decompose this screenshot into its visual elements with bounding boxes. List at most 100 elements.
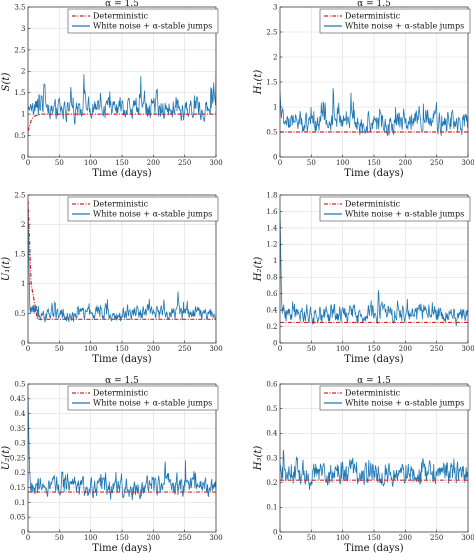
x-tick-label: 250 [178,345,191,353]
x-tick-label: 150 [115,159,128,167]
series-white-noise-jumps [280,88,468,136]
x-tick-label: 50 [55,345,64,353]
legend-box [319,385,471,411]
legend-label-stochastic: White noise + α-stable jumps [93,399,212,408]
y-tick-label: 1.2 [266,241,277,249]
legend-label-stochastic: White noise + α-stable jumps [345,399,464,408]
legend-label-deterministic: Deterministic [93,200,149,209]
x-tick-label: 200 [147,159,160,167]
y-tick-label: 0.45 [10,395,26,403]
y-tick-label: 1 [21,111,25,119]
y-tick-label: 0.2 [14,469,25,477]
x-tick-label: 250 [178,159,191,167]
x-tick-label: 200 [147,534,160,542]
chart-title: α = 1.5 [357,0,391,9]
x-tick-label: 100 [336,534,349,542]
y-tick-label: 0 [21,153,25,161]
x-tick-label: 100 [84,534,97,542]
y-tick-label: 3 [273,3,277,11]
x-tick-label: 0 [26,159,30,167]
y-tick-label: 0 [273,339,277,347]
subplot-1: 0 50 100 150 200 250 300 0 0.5 1 1.5 2 2.5 3 3.5 Time (… [1,0,223,179]
legend-label-deterministic: Deterministic [345,389,401,398]
legend-box [319,196,471,222]
x-tick-label: 200 [399,534,412,542]
x-tick-label: 300 [461,534,474,542]
y-tick-label: 0.4 [266,430,278,438]
y-tick-label: 0.35 [10,425,26,433]
y-tick-label: 3.5 [14,3,25,11]
x-tick-label: 300 [209,345,222,353]
chart-title: α = 1.5 [357,376,391,386]
y-tick-label: 0.1 [266,504,277,512]
y-tick-label: 0.8 [266,274,277,282]
x-tick-label: 50 [307,534,316,542]
y-tick-label: 1 [21,280,25,288]
subplot-3: 0 50 100 150 200 250 300 0 0.5 1 1.5 2 2.5 Time (days… [1,191,223,365]
x-tick-label: 150 [115,345,128,353]
y-axis-label: H₃(t) [253,446,264,472]
x-tick-label: 100 [336,345,349,353]
subplot-2: 0 50 100 150 200 250 300 0 0.5 1 1.5 2 2.5 3 Time (day… [253,0,474,179]
y-tick-label: 1 [273,103,277,111]
legend-box [67,8,219,34]
y-tick-label: 0.5 [266,405,277,413]
x-tick-label: 100 [84,345,97,353]
x-tick-label: 0 [278,345,282,353]
legend-label-stochastic: White noise + α-stable jumps [345,22,464,31]
y-tick-label: 2.5 [266,28,277,36]
series-white-noise-jumps [28,206,216,323]
x-axis-label: Time (days) [344,354,403,365]
x-tick-label: 50 [307,345,316,353]
y-axis-label: H₁(t) [253,70,264,96]
y-tick-label: 0.4 [266,307,278,315]
y-tick-label: 0.5 [14,380,25,388]
y-tick-label: 0.2 [266,323,277,331]
chart-title: α = 1.5 [105,0,139,9]
x-tick-label: 250 [430,345,443,353]
x-tick-label: 300 [209,159,222,167]
x-tick-label: 150 [367,534,380,542]
y-tick-label: 1.5 [266,78,277,86]
y-tick-label: 0.3 [266,454,277,462]
x-axis-label: Time (days) [344,543,403,553]
y-tick-label: 0.4 [14,410,26,418]
legend-box [67,385,219,411]
legend-label-stochastic: White noise + α-stable jumps [93,210,212,219]
x-tick-label: 100 [336,159,349,167]
x-tick-label: 200 [399,345,412,353]
chart-title: α = 1.5 [105,376,139,386]
x-tick-label: 50 [55,159,64,167]
legend-box [67,196,219,222]
y-axis-label: H₂(t) [253,257,264,283]
legend-label-deterministic: Deterministic [93,389,149,398]
x-tick-label: 250 [430,159,443,167]
y-tick-label: 3 [21,25,25,33]
y-tick-label: 0.5 [266,128,277,136]
y-axis-label: U₁(t) [1,257,12,281]
subplot-5: 0 50 100 150 200 250 300 0 0.05 0.1 0.15 0.2 0.25 0.3… [1,376,223,553]
x-tick-label: 150 [115,534,128,542]
x-tick-label: 300 [461,345,474,353]
x-tick-label: 150 [367,345,380,353]
y-tick-label: 0.3 [14,440,25,448]
x-tick-label: 200 [147,345,160,353]
y-tick-label: 2.5 [14,191,25,199]
x-axis-label: Time (days) [344,168,403,179]
subplot-4: 0 50 100 150 200 250 300 0 0.2 0.4 0.6 0.8 1 1.2 1.4 1.… [253,191,474,365]
x-tick-label: 100 [84,159,97,167]
x-axis-label: Time (days) [92,168,151,179]
y-tick-label: 2 [273,53,277,61]
y-tick-label: 0.05 [10,514,26,522]
x-tick-label: 300 [209,534,222,542]
x-tick-label: 300 [461,159,474,167]
y-tick-label: 0.6 [266,290,278,298]
legend-label-deterministic: Deterministic [345,12,401,21]
y-tick-label: 1.5 [14,89,25,97]
